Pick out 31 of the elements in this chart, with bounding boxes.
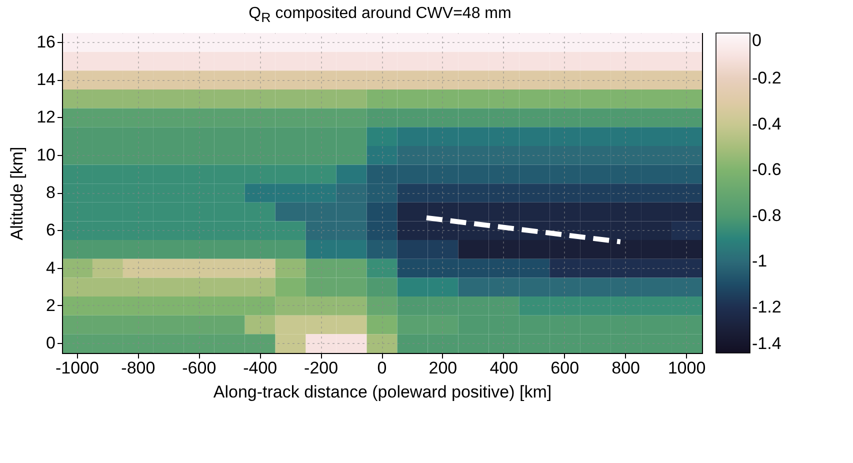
- x-tick-label: -200: [304, 358, 338, 378]
- color-bar-label: -0.2: [752, 68, 782, 88]
- x-axis-title: Along-track distance (poleward positive) [km]: [213, 382, 552, 402]
- color-bar-label: -1: [752, 252, 768, 271]
- x-tick-label: 800: [612, 358, 640, 378]
- x-tick-label: 600: [550, 358, 580, 378]
- color-bar-label: 0: [752, 31, 762, 50]
- y-tick-label: 8: [46, 183, 56, 202]
- y-tick-label: 14: [36, 70, 56, 90]
- color-bar-label: -1.2: [752, 297, 782, 316]
- y-tick-label: 10: [36, 146, 56, 165]
- y-tick-label: 0: [46, 334, 56, 353]
- color-bar-label: -1.4: [752, 334, 782, 354]
- x-tick-label: -1000: [55, 358, 99, 378]
- color-bar-label: -0.4: [752, 114, 782, 134]
- y-tick-label: 2: [46, 296, 56, 316]
- x-tick-label: 200: [428, 358, 458, 378]
- color-bar-label: -0.6: [752, 160, 782, 180]
- x-tick-label: -400: [243, 358, 278, 378]
- y-tick-label: 16: [36, 32, 56, 52]
- x-tick-label: 0: [377, 358, 387, 378]
- color-bar-label: -0.8: [752, 206, 782, 226]
- y-tick-label: 4: [46, 258, 56, 278]
- chart-title: Q$_{R}$ composited around CWV=48 mm: [248, 4, 512, 28]
- x-tick-label: 400: [490, 358, 518, 378]
- y-axis-title: Altitude [km]: [8, 146, 27, 240]
- x-tick-label: 1000: [668, 358, 706, 378]
- x-tick-label: -600: [182, 358, 216, 378]
- x-tick-label: -800: [121, 358, 156, 378]
- y-tick-label: 6: [46, 220, 56, 240]
- y-tick-label: 12: [36, 108, 56, 127]
